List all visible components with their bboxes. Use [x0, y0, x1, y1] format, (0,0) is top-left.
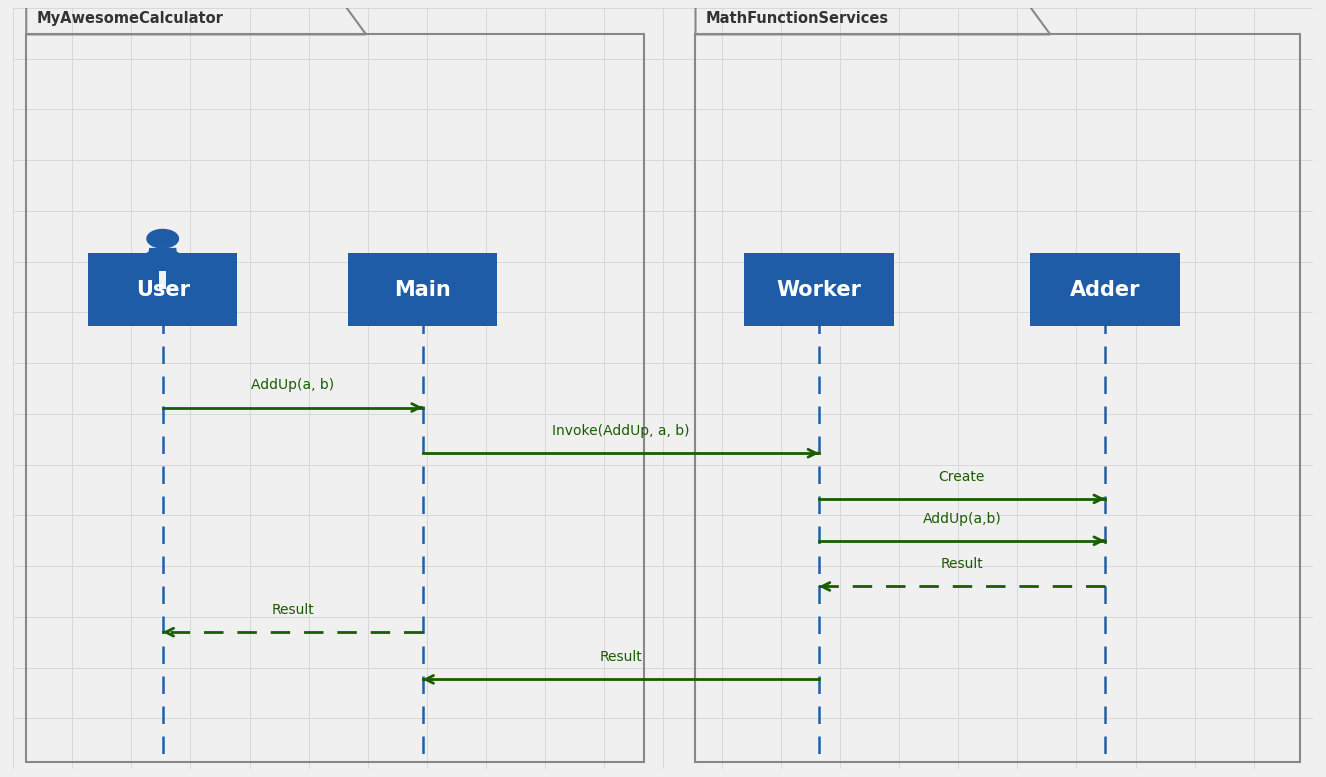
Text: MyAwesomeCalculator: MyAwesomeCalculator: [37, 11, 224, 26]
Bar: [347, 253, 497, 326]
Text: Adder: Adder: [1070, 280, 1140, 299]
Text: Create: Create: [939, 469, 985, 483]
Polygon shape: [147, 248, 179, 271]
Text: User: User: [135, 280, 190, 299]
Bar: [1030, 253, 1180, 326]
Text: Worker: Worker: [777, 280, 862, 299]
Bar: [88, 253, 237, 326]
Text: AddUp(a, b): AddUp(a, b): [251, 378, 334, 392]
Text: AddUp(a,b): AddUp(a,b): [923, 511, 1001, 525]
Text: Result: Result: [272, 603, 314, 617]
Text: MathFunctionServices: MathFunctionServices: [705, 11, 888, 26]
Text: Result: Result: [599, 650, 642, 664]
Text: Main: Main: [394, 280, 451, 299]
Bar: [744, 253, 894, 326]
Text: Result: Result: [940, 557, 984, 571]
Polygon shape: [131, 251, 155, 263]
Polygon shape: [159, 271, 166, 288]
Bar: [27, 34, 643, 761]
Polygon shape: [166, 271, 180, 292]
Bar: [696, 34, 1299, 761]
Polygon shape: [145, 271, 159, 292]
Polygon shape: [171, 251, 194, 263]
Text: Invoke(AddUp, a, b): Invoke(AddUp, a, b): [552, 424, 690, 438]
Circle shape: [147, 229, 179, 248]
